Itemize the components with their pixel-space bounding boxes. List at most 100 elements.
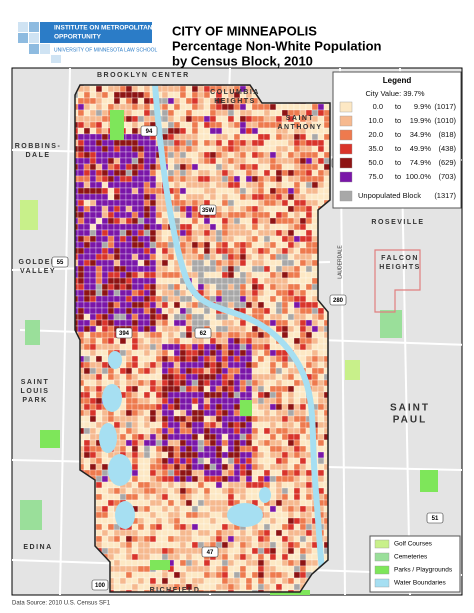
block-cell (263, 367, 271, 375)
block-cell (275, 175, 283, 183)
block-cell (239, 385, 247, 393)
block-cell (179, 223, 187, 231)
block-cell (317, 175, 325, 183)
block-cell (125, 337, 133, 345)
feature-swatch (374, 578, 390, 588)
block-cell (209, 577, 217, 585)
block-cell (161, 259, 169, 267)
block-cell (305, 247, 313, 255)
block-cell (149, 529, 157, 537)
block-cell (89, 169, 97, 177)
block-cell (197, 151, 205, 159)
place-label: LAUDERDALE (337, 245, 343, 279)
block-cell (275, 271, 283, 279)
block-cell (143, 499, 151, 507)
block-cell (287, 535, 295, 543)
block-cell (137, 175, 145, 183)
block-cell (215, 493, 223, 501)
block-cell (107, 289, 115, 297)
block-cell (227, 121, 235, 129)
block-cell (125, 391, 133, 399)
block-cell (233, 541, 241, 549)
block-cell (311, 289, 319, 297)
block-cell (305, 553, 313, 561)
block-cell (251, 445, 259, 453)
block-cell (167, 157, 175, 165)
block-cell (251, 259, 259, 267)
block-cell (89, 181, 97, 189)
block-cell (287, 265, 295, 273)
block-cell (287, 361, 295, 369)
block-cell (155, 259, 163, 267)
block-cell (221, 415, 229, 423)
block-cell (161, 235, 169, 243)
block-cell (167, 547, 175, 555)
block-cell (251, 109, 259, 117)
place-label: SAINT (21, 379, 50, 386)
block-cell (257, 349, 265, 357)
block-cell (143, 193, 151, 201)
block-cell (173, 301, 181, 309)
block-cell (179, 355, 187, 363)
block-cell (107, 517, 115, 525)
block-cell (293, 295, 301, 303)
block-cell (155, 211, 163, 219)
block-cell (95, 145, 103, 153)
block-cell (113, 151, 121, 159)
block-cell (239, 427, 247, 435)
block-cell (137, 361, 145, 369)
block-cell (185, 427, 193, 435)
block-cell (275, 289, 283, 297)
block-cell (281, 361, 289, 369)
block-cell (239, 265, 247, 273)
block-cell (197, 307, 205, 315)
block-cell (305, 271, 313, 279)
block-cell (227, 427, 235, 435)
block-cell (227, 547, 235, 555)
block-cell (317, 397, 325, 405)
block-cell (245, 487, 253, 495)
block-cell (221, 457, 229, 465)
block-cell (275, 277, 283, 285)
block-cell (263, 565, 271, 573)
block-cell (161, 475, 169, 483)
legend-swatch (339, 115, 353, 127)
title: Percentage Non-White Population (172, 38, 382, 53)
block-cell (209, 295, 217, 303)
block-cell (95, 205, 103, 213)
block-cell (299, 553, 307, 561)
block-cell (233, 109, 241, 117)
block-cell (263, 379, 271, 387)
block-cell (263, 463, 271, 471)
block-cell (311, 181, 319, 189)
block-cell (179, 439, 187, 447)
block-cell (305, 343, 313, 351)
block-cell (89, 151, 97, 159)
block-cell (227, 487, 235, 495)
block-cell (233, 463, 241, 471)
block-cell (281, 427, 289, 435)
falcon-heights (374, 249, 421, 313)
block-cell (239, 577, 247, 585)
block-cell (191, 343, 199, 351)
block-cell (305, 235, 313, 243)
block-cell (83, 463, 91, 471)
block-cell (317, 151, 325, 159)
block-cell (263, 307, 271, 315)
block-cell (251, 253, 259, 261)
block-cell (305, 229, 313, 237)
block-cell (239, 175, 247, 183)
block-cell (311, 385, 319, 393)
block-cell (209, 499, 217, 507)
block-cell (179, 139, 187, 147)
block-cell (281, 289, 289, 297)
block-cell (233, 169, 241, 177)
block-cell (287, 217, 295, 225)
block-cell (227, 343, 235, 351)
legend-swatch (339, 129, 353, 141)
block-cell (269, 583, 277, 591)
block-cell (101, 373, 109, 381)
block-cell (83, 85, 91, 93)
block-cell (173, 307, 181, 315)
block-cell (167, 91, 175, 99)
